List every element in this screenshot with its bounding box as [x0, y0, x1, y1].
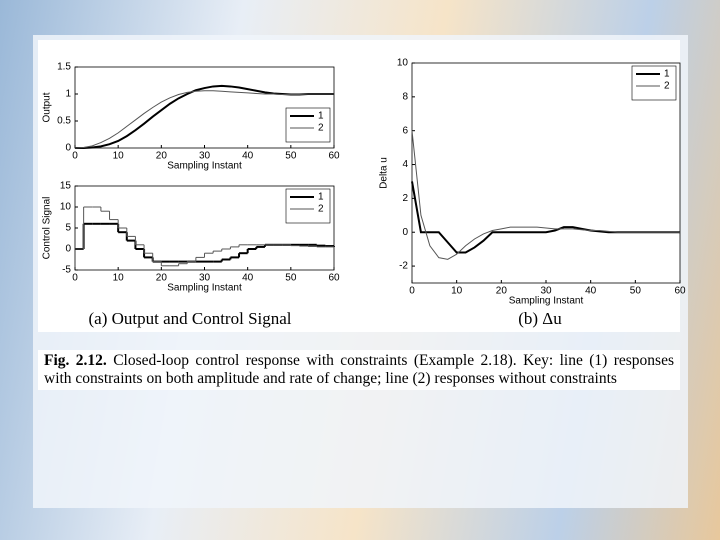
x-tick-label: 0: [72, 151, 78, 162]
x-tick-label: 20: [496, 286, 508, 297]
y-axis-label: Output: [42, 92, 53, 122]
legend-box: [285, 107, 331, 143]
y-tick-label: 0: [65, 244, 71, 255]
y-tick-label: 6: [402, 125, 408, 136]
x-tick-label: 50: [285, 151, 297, 162]
legend-box: [285, 188, 331, 224]
legend-label: 1: [318, 111, 324, 122]
x-tick-label: 0: [72, 273, 78, 284]
y-tick-label: 10: [60, 202, 72, 213]
x-tick-label: 50: [285, 273, 297, 284]
x-tick-label: 40: [585, 286, 597, 297]
y-tick-label: 10: [397, 58, 409, 69]
x-tick-label: 20: [156, 273, 168, 284]
y-tick-label: 1.5: [57, 62, 71, 73]
legend-label: 1: [664, 69, 670, 80]
y-axis-label: Control Signal: [42, 197, 53, 260]
x-tick-label: 30: [199, 151, 211, 162]
x-tick-label: 60: [328, 151, 340, 162]
x-axis-label: Sampling Instant: [167, 161, 242, 172]
x-tick-label: 20: [156, 151, 168, 162]
y-axis-label: Delta u: [379, 157, 390, 189]
caption-text: Closed-loop control response with constr…: [44, 352, 675, 387]
series-line: [411, 130, 680, 260]
legend-label: 2: [664, 81, 670, 92]
x-tick-label: 30: [540, 286, 552, 297]
subcaption: (a) Output and Control Signal: [88, 309, 291, 328]
x-tick-label: 10: [113, 273, 125, 284]
x-tick-label: 30: [199, 273, 211, 284]
legend-label: 2: [318, 204, 324, 215]
x-axis-label: Sampling Instant: [167, 283, 242, 294]
x-tick-label: 60: [328, 273, 340, 284]
y-tick-label: -2: [399, 261, 408, 272]
x-tick-label: 40: [242, 273, 254, 284]
y-tick-label: 0.5: [57, 116, 71, 127]
legend-label: 1: [318, 192, 324, 203]
legend-label: 2: [318, 123, 324, 134]
caption: Fig. 2.12. Closed-loop control response …: [38, 350, 680, 390]
x-tick-label: 40: [242, 151, 254, 162]
series-line: [74, 90, 334, 149]
y-tick-label: 4: [402, 159, 408, 170]
y-tick-label: -5: [62, 265, 71, 276]
y-tick-label: 0: [65, 143, 71, 154]
y-tick-label: 2: [402, 193, 408, 204]
y-tick-label: 0: [402, 227, 408, 238]
legend-box: [631, 65, 677, 101]
y-tick-label: 5: [65, 223, 71, 234]
x-tick-label: 10: [451, 286, 463, 297]
x-tick-label: 10: [113, 151, 125, 162]
y-tick-label: 1: [65, 89, 71, 100]
x-tick-label: 0: [409, 286, 415, 297]
y-tick-label: 8: [402, 91, 408, 102]
x-tick-label: 50: [630, 286, 642, 297]
y-tick-label: 15: [60, 181, 72, 192]
x-tick-label: 60: [674, 286, 686, 297]
x-axis-label: Sampling Instant: [509, 296, 584, 307]
subcaption: (b) Δu: [518, 309, 562, 328]
caption-label: Fig. 2.12.: [44, 352, 107, 369]
